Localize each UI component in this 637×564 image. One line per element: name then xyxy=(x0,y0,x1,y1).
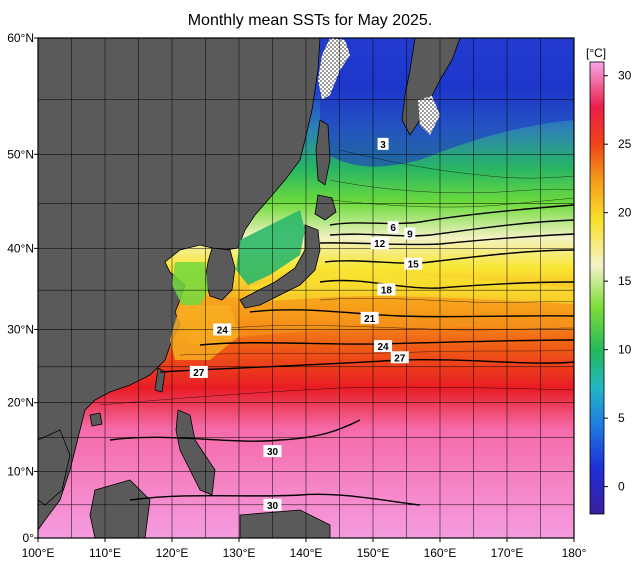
contour-label-bg xyxy=(377,283,396,296)
thin-contour xyxy=(339,149,574,179)
thin-contours xyxy=(99,149,574,406)
contour-label: 24 xyxy=(377,342,389,353)
japan-honshu xyxy=(239,224,321,309)
colorbar-tick-label: 20 xyxy=(618,206,632,220)
isotherm-9 xyxy=(329,219,574,237)
graticule xyxy=(38,38,574,538)
lat-tick-label: 40°N xyxy=(7,241,34,255)
map-title: Monthly mean SSTs for May 2025. xyxy=(187,12,433,29)
contour-label-bg xyxy=(390,351,409,364)
sea-ice-okhotsk xyxy=(318,38,350,100)
thin-contour xyxy=(329,197,574,208)
colorbar: [°C] 0 5 10 15 20 25 30 xyxy=(586,46,632,515)
contour-label-bg xyxy=(213,323,232,336)
contour-label-bg xyxy=(377,137,389,150)
thin-contour xyxy=(179,349,574,356)
lon-tick-label: 150°E xyxy=(357,546,390,560)
contour-label-bg xyxy=(374,340,393,353)
lat-tick-label: 0° xyxy=(23,531,35,545)
sakhalin xyxy=(315,119,331,186)
contour-label: 3 xyxy=(380,140,386,151)
colorbar-tick-label: 5 xyxy=(618,411,625,425)
isotherm-30a xyxy=(109,419,361,442)
contour-label: 27 xyxy=(394,353,406,364)
lat-tick-label: 60°N xyxy=(7,31,34,45)
colorbar-tick-label: 15 xyxy=(618,274,632,288)
sea-of-japan xyxy=(236,210,305,285)
lon-tick-label: 100°E xyxy=(22,546,55,560)
lat-tick-label: 50°N xyxy=(7,147,34,161)
new-guinea xyxy=(239,509,331,538)
contour-label: 18 xyxy=(381,285,393,296)
isotherm-21 xyxy=(249,309,574,318)
colorbar-tick-label: 10 xyxy=(618,343,632,357)
contour-label: 27 xyxy=(193,368,205,379)
lon-tick-label: 120°E xyxy=(156,546,189,560)
korea xyxy=(204,247,236,301)
contour-label: 30 xyxy=(267,447,279,458)
contour-label-bg xyxy=(263,445,282,458)
contour-label: 24 xyxy=(217,325,229,336)
sea-ice-kamchatka xyxy=(418,96,440,135)
colorbar-ticks: 0 5 10 15 20 25 30 xyxy=(604,69,632,494)
contour-label: 15 xyxy=(408,260,420,271)
isotherm-6 xyxy=(329,204,574,226)
thin-contour xyxy=(329,179,574,194)
colorbar-unit: [°C] xyxy=(586,46,606,60)
lon-tick-label: 180° xyxy=(562,546,587,560)
colorbar-tick-label: 30 xyxy=(618,69,632,83)
lon-tick-label: 170°E xyxy=(491,546,524,560)
thin-contour xyxy=(229,325,574,331)
lat-tick-label: 20°N xyxy=(7,396,34,410)
east-china-sea xyxy=(170,305,240,360)
lat-tick-label: 10°N xyxy=(7,464,34,478)
indochina-coast xyxy=(38,429,71,506)
contour-label-bg xyxy=(387,221,399,234)
contour-label-bg xyxy=(263,498,282,511)
lon-tick-label: 140°E xyxy=(290,546,323,560)
contour-label: 30 xyxy=(267,501,279,512)
contour-label-bg xyxy=(370,237,389,250)
axes: 60°N 50°N 40°N 30°N 20°N 10°N 0°100°E 110°E 120°… xyxy=(7,31,586,560)
contour-label: 12 xyxy=(374,239,386,250)
contour-label: 9 xyxy=(407,229,413,240)
lat-tick-label: 30°N xyxy=(7,322,34,336)
contour-label: 21 xyxy=(364,314,376,325)
colorbar-tick-label: 25 xyxy=(618,137,632,151)
contour-label: 6 xyxy=(390,223,396,234)
contour-label-bg xyxy=(404,227,416,240)
isotherm-15 xyxy=(324,249,574,264)
yellow-sea xyxy=(172,262,208,305)
lon-tick-label: 160°E xyxy=(424,546,457,560)
contour-label-bg xyxy=(189,365,208,378)
hokkaido xyxy=(314,194,337,221)
colorbar-tick-label: 0 xyxy=(618,480,625,494)
isotherm-18 xyxy=(319,279,574,289)
contour-label-bg xyxy=(404,257,423,270)
contour-label-bg xyxy=(360,311,379,324)
lon-tick-label: 110°E xyxy=(89,546,121,560)
colorbar-ramp xyxy=(589,61,605,515)
thin-contour xyxy=(99,386,574,406)
cold-okhotsk xyxy=(320,38,574,167)
thin-contour xyxy=(319,298,574,303)
hainan xyxy=(89,412,103,427)
isotherm-12 xyxy=(319,233,574,246)
contour-labels: 3 69 12 15 18 21 24 24 27 27 30 30 xyxy=(189,137,423,512)
lon-tick-label: 130°E xyxy=(223,546,256,560)
taiwan xyxy=(154,367,166,393)
isotherm-30b xyxy=(129,493,421,506)
